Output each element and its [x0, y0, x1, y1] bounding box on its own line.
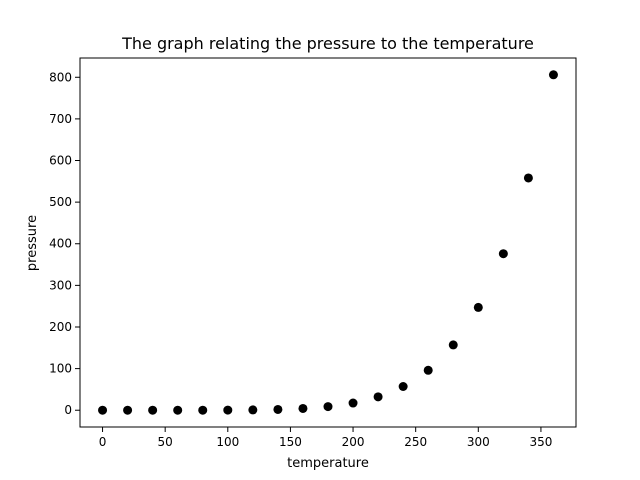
- x-tick-label: 350: [529, 435, 552, 449]
- data-point: [423, 365, 433, 375]
- y-tick-label: 0: [64, 403, 72, 417]
- data-point: [248, 405, 258, 415]
- x-tick-label: 200: [342, 435, 365, 449]
- data-point: [323, 402, 333, 412]
- data-point: [348, 398, 358, 408]
- x-tick-label: 250: [404, 435, 427, 449]
- data-point: [98, 405, 108, 415]
- x-tick-label: 0: [99, 435, 107, 449]
- x-tick-label: 150: [279, 435, 302, 449]
- y-axis-ticks: 0 100 200 300 400 500 600 700 800: [49, 70, 80, 417]
- data-point: [123, 405, 133, 415]
- data-point: [548, 70, 558, 80]
- scatter-points: [98, 70, 558, 415]
- data-point: [473, 302, 483, 312]
- data-point: [148, 405, 158, 415]
- y-tick-label: 200: [49, 320, 72, 334]
- plot-area: 0 50 100 150 200 250 300 350 0 100 200 300 400 500 60…: [49, 57, 577, 449]
- x-tick-label: 100: [216, 435, 239, 449]
- x-axis-label: temperature: [287, 456, 369, 471]
- y-tick-label: 100: [49, 362, 72, 376]
- chart-title: The graph relating the pressure to the t…: [121, 34, 534, 53]
- y-tick-label: 300: [49, 278, 72, 292]
- data-point: [523, 173, 533, 183]
- data-point: [223, 405, 233, 415]
- y-tick-label: 500: [49, 195, 72, 209]
- x-axis-ticks: 0 50 100 150 200 250 300 350: [99, 427, 552, 449]
- y-tick-label: 400: [49, 237, 72, 251]
- y-axis-label: pressure: [25, 215, 40, 271]
- data-point: [398, 382, 408, 392]
- data-point: [273, 404, 283, 414]
- x-tick-label: 50: [158, 435, 173, 449]
- y-tick-label: 600: [49, 154, 72, 168]
- y-tick-label: 800: [49, 70, 72, 84]
- data-point: [298, 403, 308, 413]
- data-point: [373, 392, 383, 402]
- data-point: [173, 405, 183, 415]
- data-point: [448, 340, 458, 350]
- x-tick-label: 300: [467, 435, 490, 449]
- plot-frame: [79, 57, 577, 428]
- y-tick-label: 700: [49, 112, 72, 126]
- data-point: [198, 405, 208, 415]
- data-point: [498, 249, 508, 259]
